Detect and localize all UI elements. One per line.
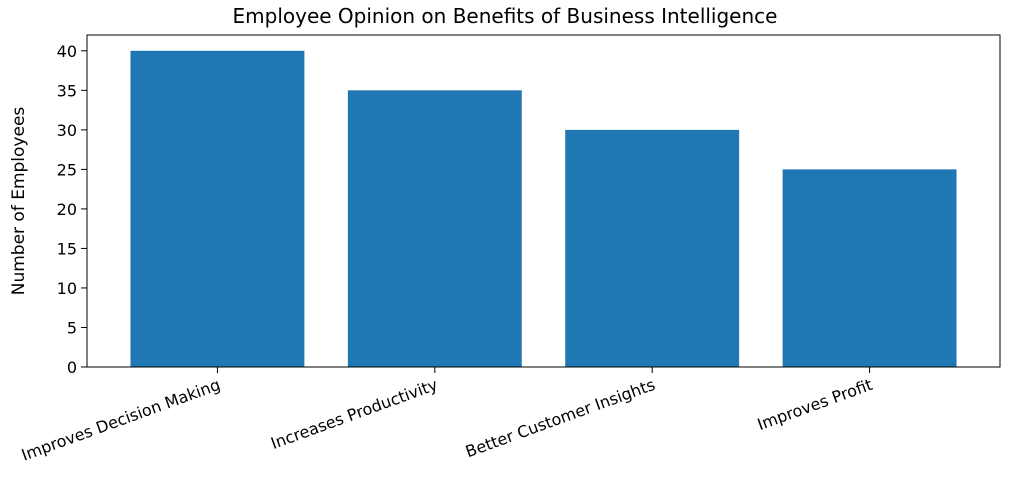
plot-frame xyxy=(86,34,1001,368)
bars-group xyxy=(130,50,957,368)
bar xyxy=(565,129,740,367)
y-tick-label: 15 xyxy=(57,239,77,258)
y-tick-label: 20 xyxy=(57,200,77,219)
y-tick-label: 35 xyxy=(57,81,77,100)
x-tick-label: Increases Productivity xyxy=(268,375,440,453)
bar xyxy=(347,90,522,367)
y-tick-label: 30 xyxy=(57,121,77,140)
y-tick-label: 40 xyxy=(57,42,77,61)
y-axis-label: Number of Employees xyxy=(9,107,29,296)
y-tick-label: 5 xyxy=(67,318,77,337)
bar xyxy=(130,50,305,368)
chart-title: Employee Opinion on Benefits of Business… xyxy=(232,4,778,28)
y-tick-label: 25 xyxy=(57,160,77,179)
y-tick-label: 0 xyxy=(67,358,77,377)
bar xyxy=(782,169,957,367)
x-tick-label: Better Customer Insights xyxy=(463,375,658,461)
x-axis: Improves Decision Making Increases Produc… xyxy=(19,367,875,465)
x-tick-label: Improves Decision Making xyxy=(19,375,223,465)
x-tick-label: Improves Profit xyxy=(755,375,875,434)
y-tick-label: 10 xyxy=(57,279,77,298)
y-axis: 0 5 10 15 20 25 30 35 40 xyxy=(57,42,87,377)
